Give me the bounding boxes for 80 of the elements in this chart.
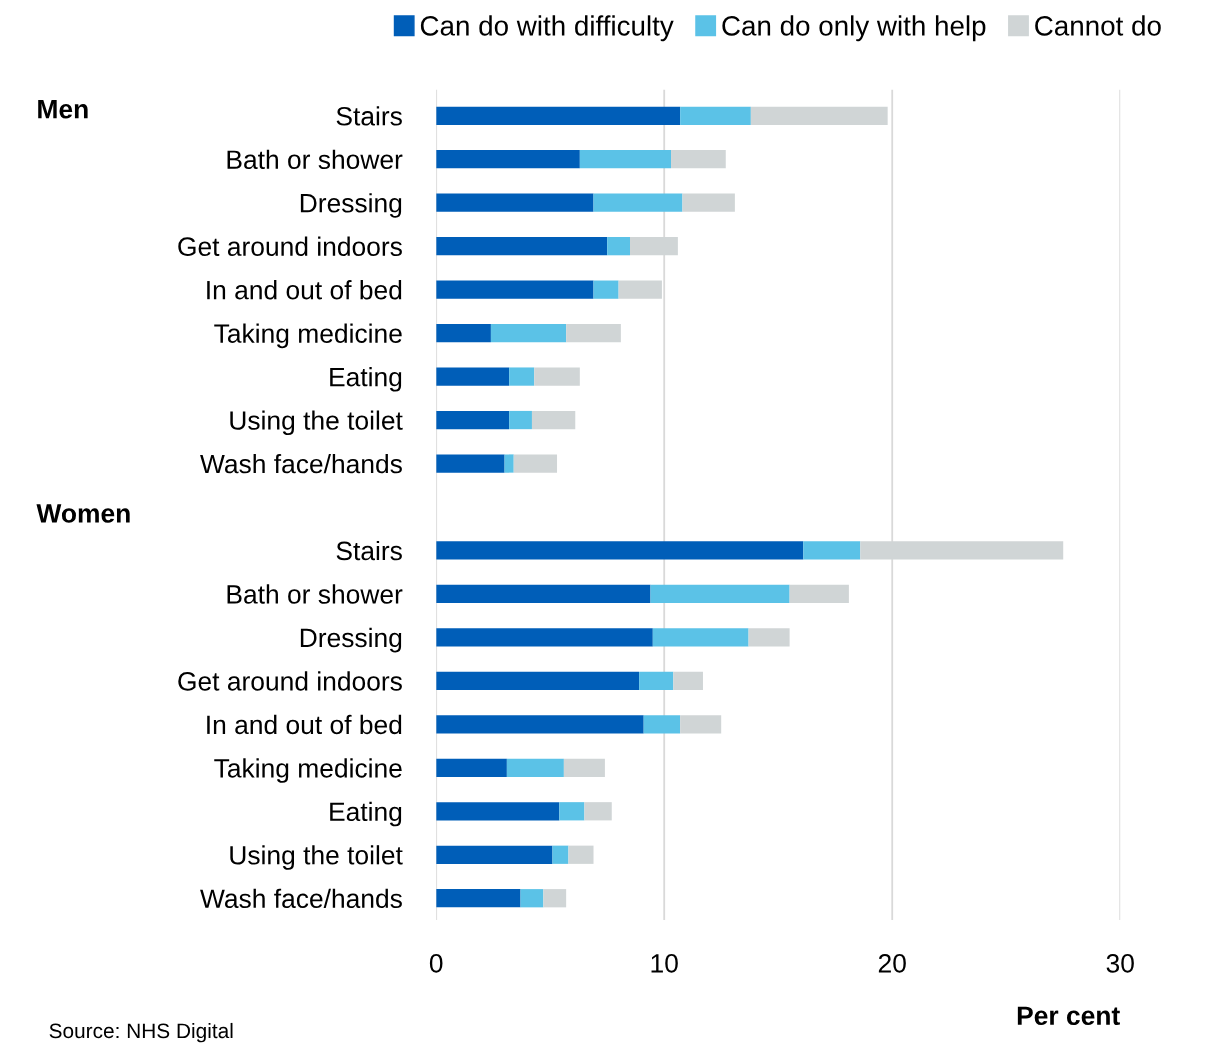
bar	[509, 367, 535, 386]
bar	[566, 323, 621, 343]
bar	[803, 541, 861, 560]
bar	[543, 889, 567, 908]
y-tick-label: Using the toilet	[230, 410, 403, 436]
bar	[593, 280, 619, 299]
bar	[643, 715, 681, 734]
bar	[750, 106, 888, 125]
bar	[593, 193, 683, 212]
y-tick-label: Stairs	[336, 106, 402, 126]
bar	[531, 410, 576, 430]
bar	[436, 193, 594, 212]
bar	[436, 454, 505, 473]
bar	[436, 845, 553, 864]
bar	[506, 758, 564, 777]
bar	[436, 106, 681, 125]
bar	[436, 584, 651, 604]
y-tick-label: Wash face/hands	[200, 888, 402, 909]
bar	[652, 628, 749, 647]
bar	[563, 758, 605, 777]
bar	[436, 280, 594, 299]
x-tick-label: 20	[878, 953, 906, 973]
bar	[559, 802, 585, 821]
bar	[436, 715, 644, 734]
bar	[436, 237, 608, 256]
bar	[552, 845, 569, 864]
bar	[650, 584, 790, 604]
x-tick-label: 30	[1106, 953, 1134, 973]
y-tick-label: Using the toilet	[230, 845, 403, 870]
y-tick-label: Eating	[330, 801, 402, 827]
bar	[436, 541, 804, 560]
bar	[436, 150, 580, 169]
bar	[680, 106, 751, 125]
bar	[436, 889, 521, 908]
legend-label: Can do with difficulty	[420, 15, 674, 42]
source-note: Source: NHS Digital	[49, 1022, 233, 1043]
y-tick-label: Dressing	[300, 627, 402, 653]
bar	[534, 367, 580, 386]
text: Men	[38, 100, 88, 119]
y-tick-label: Bath or shower	[227, 584, 403, 604]
y-tick-label: In and out of bed	[207, 280, 402, 300]
y-tick-label: Stairs	[336, 540, 402, 561]
y-tick-label: Bath or shower	[227, 149, 403, 170]
bar	[639, 671, 674, 690]
bar	[579, 150, 672, 169]
bar	[789, 584, 849, 604]
y-tick-label: Taking medicine	[214, 758, 402, 783]
x-tick-label: 0	[429, 953, 443, 973]
y-tick-label: Taking medicine	[214, 323, 402, 349]
y-tick-label: Get around indoors	[178, 236, 402, 256]
legend-label: Can do only with help	[722, 15, 986, 42]
bar	[513, 454, 558, 473]
bar	[673, 671, 703, 690]
y-tick-label: Get around indoors	[178, 671, 402, 691]
bar	[748, 628, 790, 647]
bar	[509, 410, 532, 430]
x-axis-title: Per cent	[1017, 1006, 1120, 1026]
bar	[436, 410, 510, 430]
bar	[568, 845, 594, 864]
bar	[436, 802, 560, 821]
x-tick-label: 10	[651, 953, 678, 973]
bar	[436, 671, 640, 690]
bar	[436, 367, 510, 386]
bar	[680, 715, 722, 734]
bar	[520, 889, 544, 908]
legend-label: Cannot do	[1035, 15, 1161, 36]
bar	[607, 237, 630, 256]
y-tick-label: Wash face/hands	[200, 453, 402, 474]
bar	[682, 193, 735, 212]
bar	[436, 758, 507, 777]
bar	[504, 454, 514, 473]
bar	[584, 802, 612, 821]
bar	[436, 628, 653, 647]
bar	[490, 323, 567, 343]
bar	[671, 150, 726, 169]
bar	[436, 323, 491, 343]
y-tick-label: Eating	[330, 367, 402, 392]
y-tick-label: Dressing	[300, 193, 402, 218]
y-tick-label: In and out of bed	[207, 714, 402, 735]
text: Women	[36, 504, 130, 523]
